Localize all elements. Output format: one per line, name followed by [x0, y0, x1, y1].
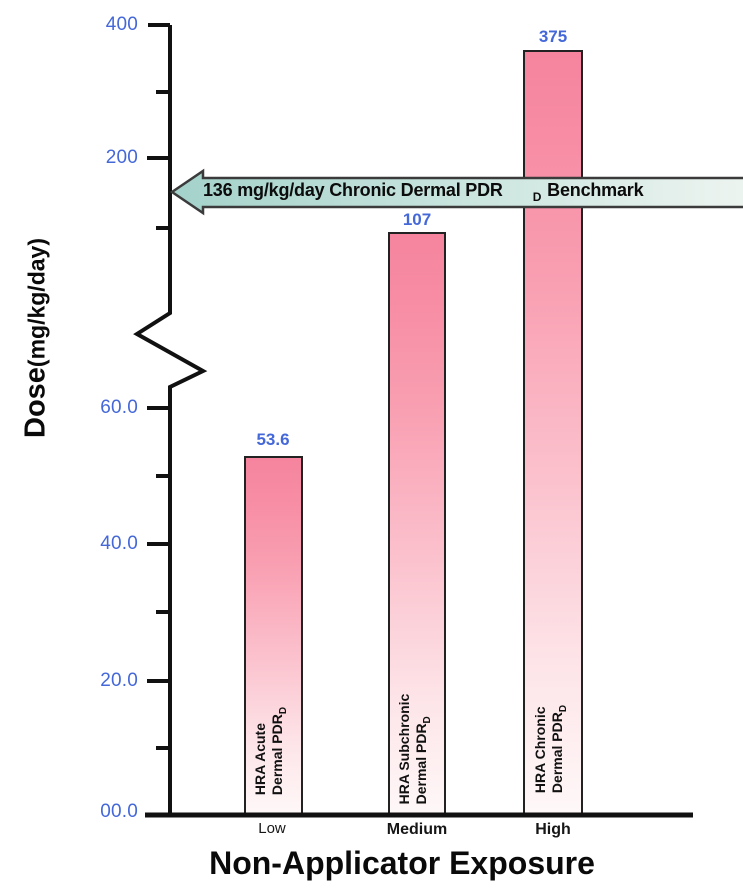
benchmark-text: 136 mg/kg/day Chronic Dermal PDR — [203, 180, 503, 201]
bar-annotation-line2: Dermal PDRD — [548, 704, 569, 794]
bar-annotation-line2: Dermal PDRD — [412, 716, 433, 805]
y-tick-40: 40.0 — [100, 533, 138, 554]
y-axis-title-units: (mg/kg/day) — [23, 238, 50, 368]
bar-annotation-line2: Dermal PDRD — [268, 706, 289, 796]
x-tick-low: Low — [258, 820, 286, 837]
bar-value-low: 53.6 — [256, 430, 290, 449]
y-axis-title: Dose(mg/kg/day) — [20, 238, 53, 438]
x-tick-medium: Medium — [386, 821, 448, 838]
bar-annotation-line1: HRA Subchronic — [396, 693, 413, 805]
bar-annotation-line1: HRA Acute — [252, 723, 269, 796]
bar-low — [244, 456, 303, 816]
x-tick-high: High — [535, 821, 571, 838]
bar-medium — [388, 232, 446, 816]
y-axis-line — [133, 23, 208, 815]
y-tick-60: 60.0 — [100, 397, 138, 418]
bar-annotation-medium: HRA Subchronic Dermal PDRD — [396, 694, 436, 805]
y-tick-400: 400 — [105, 14, 138, 35]
bar-value-medium: 107 — [402, 210, 432, 229]
benchmark-subscript: D — [532, 189, 542, 204]
y-tick-200: 200 — [105, 147, 138, 168]
bar-annotation-high: HRA Chronic Dermal PDRD — [532, 705, 572, 793]
bar-annotation-low: HRA Acute Dermal PDRD — [252, 707, 292, 795]
benchmark-annotation: 136 mg/kg/day Chronic Dermal PDR D Benchma… — [203, 180, 644, 204]
y-tick-20: 20.0 — [100, 670, 138, 691]
benchmark-text-end: Benchmark — [547, 180, 644, 201]
y-axis-title-main: Dose — [19, 367, 52, 438]
benchmark-arrow-shape — [169, 168, 743, 216]
chart-title: Non-Applicator Exposure — [209, 845, 595, 881]
bar-value-high: 375 — [538, 27, 568, 46]
bar-annotation-line1: HRA Chronic — [532, 706, 549, 794]
y-tick-00: 00.0 — [100, 801, 138, 822]
